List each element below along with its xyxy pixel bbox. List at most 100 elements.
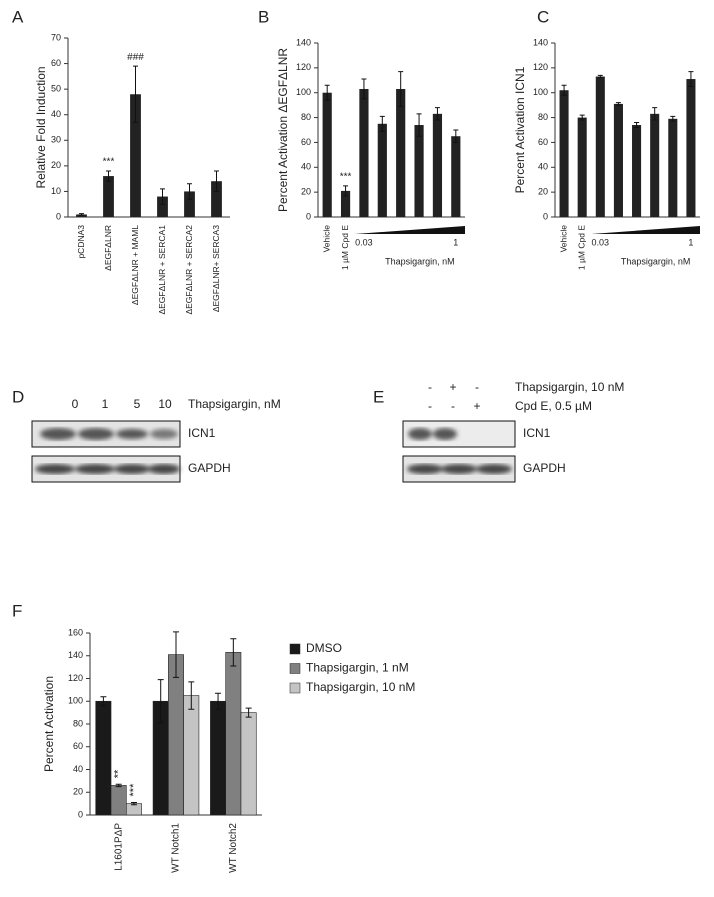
y-axis-title: Percent Activation ICN1 — [513, 66, 527, 193]
dose-label: 0.03 — [355, 237, 373, 247]
sign: - — [451, 399, 455, 413]
dose-wedge — [354, 226, 465, 234]
bar — [225, 652, 242, 816]
legend-label: DMSO — [306, 641, 342, 655]
error-bar — [561, 84, 567, 96]
error-bar — [634, 122, 640, 129]
bar — [451, 136, 461, 217]
error-bar — [434, 107, 440, 121]
bar — [322, 92, 332, 217]
error-bar — [214, 170, 219, 192]
y-tick-label: 40 — [301, 162, 311, 172]
error-bar — [245, 707, 252, 718]
bar — [103, 176, 114, 217]
x-tick-label: ΔEGFΔLNR + SERCA2 — [184, 225, 194, 315]
y-tick-label: 140 — [296, 37, 311, 47]
bar — [359, 88, 369, 217]
legend-label: Thapsigargin, 1 nM — [306, 661, 409, 675]
x-tick-label: Vehicle — [321, 225, 331, 253]
sign: + — [473, 399, 480, 413]
row-label: ICN1 — [188, 426, 216, 440]
error-bar — [579, 114, 585, 121]
x-tick-label: Vehicle — [558, 225, 568, 253]
x-tick-label: WT Notch2 — [228, 823, 239, 873]
y-tick-label: 30 — [51, 135, 61, 145]
x-axis-title: Thapsigargin, nM — [621, 256, 691, 266]
bar — [613, 103, 623, 217]
x-tick-label: 1 µM Cpd E — [576, 225, 586, 270]
y-axis-title: Percent Activation — [42, 676, 56, 772]
bands — [35, 464, 180, 474]
lane-title: Thapsigargin, nM — [188, 397, 281, 411]
error-bar — [453, 129, 459, 143]
x-tick-label: pCDNA3 — [76, 225, 86, 259]
error-bar — [106, 170, 111, 182]
x-tick-label: ΔEGFΔLNR+ SERCA3 — [211, 225, 221, 312]
bar — [595, 76, 605, 217]
bar — [686, 79, 696, 218]
y-tick-label: 120 — [296, 62, 311, 72]
bands — [408, 428, 457, 440]
condition: Thapsigargin, 10 nM — [515, 380, 624, 394]
bar — [126, 803, 142, 816]
error-bar — [160, 188, 165, 205]
y-tick-label: 20 — [73, 787, 83, 797]
y-tick-label: 80 — [73, 718, 83, 728]
error-bar — [173, 631, 179, 678]
error-bar — [597, 74, 603, 79]
bar — [184, 191, 195, 217]
bar — [432, 113, 443, 217]
blot-e: E - + - Thapsigargin, 10 nM - - + Cpd E,… — [373, 380, 624, 483]
legend-label: Thapsigargin, 10 nM — [306, 680, 415, 694]
dose-label: 1 — [688, 237, 693, 247]
bar — [396, 88, 406, 217]
y-tick-label: 20 — [301, 187, 311, 197]
bar — [414, 125, 424, 217]
error-bar — [398, 71, 404, 107]
bar — [157, 196, 168, 217]
error-bar — [215, 692, 222, 710]
y-tick-label: 40 — [538, 162, 548, 172]
y-axis-title: Percent Activation ΔEGFΔLNR — [276, 48, 290, 212]
bar — [110, 785, 127, 816]
legend-swatch — [289, 643, 301, 655]
error-bar — [188, 681, 195, 710]
y-tick-label: 20 — [538, 187, 548, 197]
error-bar — [688, 71, 694, 87]
bar — [632, 125, 642, 217]
x-tick-label: ΔEGFΔLNR + MAML — [130, 225, 140, 305]
bar — [240, 712, 257, 816]
y-tick-label: 40 — [73, 764, 83, 774]
y-tick-label: 100 — [296, 87, 311, 97]
error-bar — [361, 78, 367, 100]
annotation: ### — [127, 52, 144, 63]
y-tick-label: 120 — [533, 62, 548, 72]
panel-label: D — [12, 387, 24, 406]
bar — [183, 695, 200, 816]
y-tick-label: 160 — [68, 627, 83, 637]
bar — [76, 214, 87, 217]
dose-wedge — [591, 226, 700, 234]
lane-label: 0 — [72, 397, 79, 411]
x-tick-label: L1601PΔP — [113, 823, 124, 871]
panel-label: C — [537, 7, 549, 26]
error-bar — [187, 183, 192, 200]
y-tick-label: 40 — [51, 109, 61, 119]
bar — [211, 181, 222, 217]
annotation: *** — [128, 783, 140, 797]
y-tick-label: 50 — [51, 84, 61, 94]
bar — [168, 654, 184, 816]
panel-label: F — [12, 601, 22, 620]
y-tick-label: 20 — [51, 160, 61, 170]
annotation: ** — [113, 769, 125, 778]
sign: + — [449, 380, 456, 394]
y-tick-label: 0 — [543, 211, 548, 221]
error-bar — [100, 696, 107, 707]
error-bar — [343, 185, 349, 197]
error-bar — [615, 102, 621, 106]
blot-d: D 0 1 5 10 Thapsigargin, nM ICN1 GAPDH — [12, 387, 281, 483]
y-tick-label: 10 — [51, 186, 61, 196]
lane-label: 1 — [102, 397, 109, 411]
row-label: ICN1 — [523, 426, 551, 440]
annotation: *** — [103, 157, 115, 168]
